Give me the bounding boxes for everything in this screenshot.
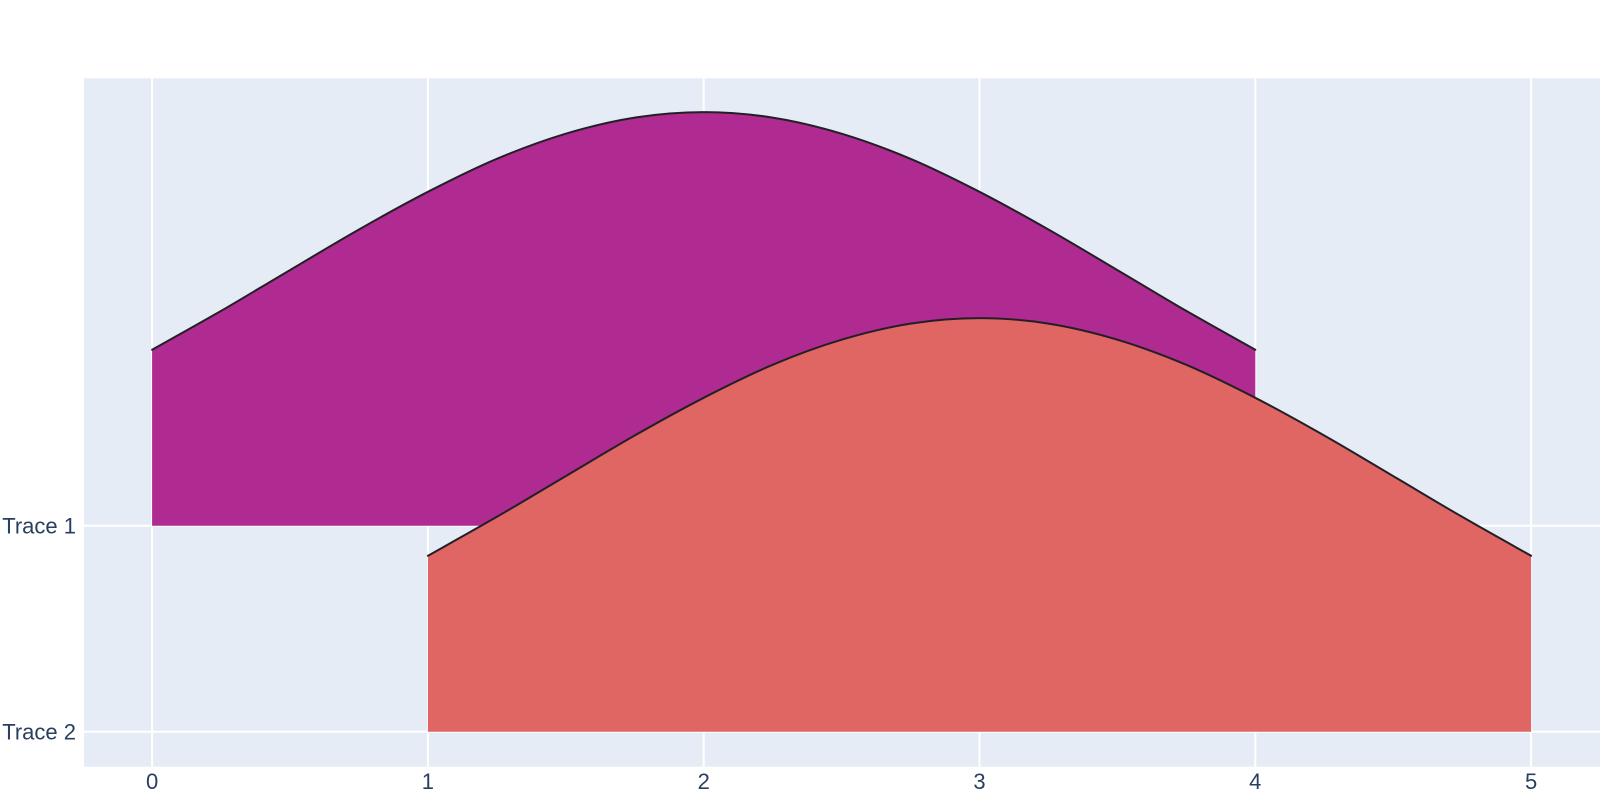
- x-tick-label: 0: [146, 769, 158, 794]
- x-tick-label: 2: [698, 769, 710, 794]
- x-tick-label: 1: [422, 769, 434, 794]
- y-category-label: Trace 2: [2, 720, 76, 745]
- trace-outline-trace-1: [151, 111, 1257, 351]
- x-tick-label: 4: [1249, 769, 1261, 794]
- x-tick-label: 3: [973, 769, 985, 794]
- trace-outline-trace-2: [426, 317, 1533, 557]
- x-tick-label: 5: [1525, 769, 1537, 794]
- axis-label-layer: 0 1 2 3 4 5 Trace 1 Trace 2: [2, 514, 1537, 794]
- y-category-label: Trace 1: [2, 514, 76, 539]
- trace-layer: [151, 111, 1533, 732]
- trace-area-trace-2[interactable]: [427, 318, 1532, 732]
